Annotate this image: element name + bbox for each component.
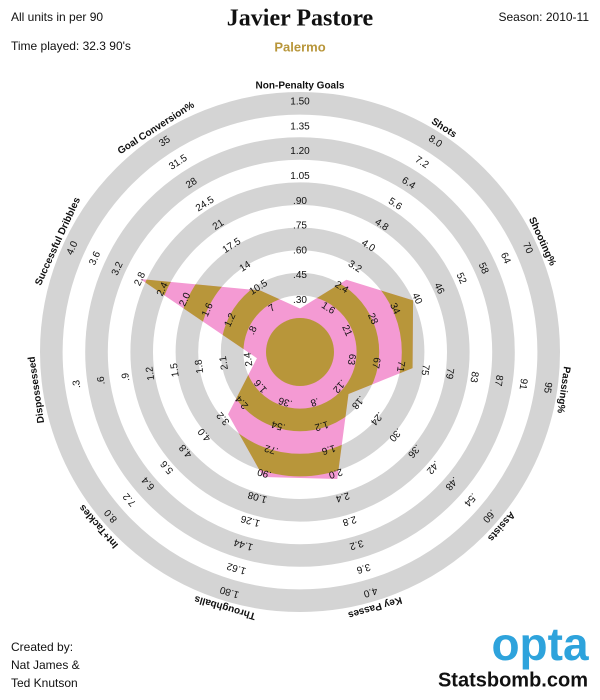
tick-label: 2.0 <box>178 291 194 309</box>
tick-label: .30 <box>293 295 307 306</box>
credit: Created by: <box>11 640 73 654</box>
tick-label: 46 <box>431 281 446 296</box>
tick-label: 31.5 <box>167 153 190 173</box>
tick-label: 2.4 <box>155 280 171 298</box>
tick-label: 1.2 <box>313 418 330 433</box>
tick-label: .36 <box>277 394 294 409</box>
tick-label: 1.2 <box>223 311 239 329</box>
tick-label: 1.2 <box>144 365 157 381</box>
tick-label: 3.6 <box>355 561 372 576</box>
tick-label: 79 <box>443 367 456 380</box>
tick-label: .9 <box>120 372 132 382</box>
tick-label: 1.8 <box>193 358 206 374</box>
tick-label: 52 <box>454 271 469 286</box>
tick-label: 7 <box>267 302 278 314</box>
radar-area <box>140 279 414 479</box>
tick-label: 1.05 <box>290 171 310 182</box>
tick-label: 3.2 <box>110 260 126 278</box>
tick-label: .8 <box>309 395 321 408</box>
tick-label: 71 <box>394 360 407 373</box>
tick-label: 1.20 <box>290 146 310 157</box>
tick-label: 34 <box>387 301 402 316</box>
ring <box>40 92 560 612</box>
tick-label: 4.0 <box>362 585 379 600</box>
tick-label: 58 <box>476 261 491 276</box>
tick-label: 87 <box>492 374 505 387</box>
tick-label: 2.4 <box>334 489 351 504</box>
tick-label: .6 <box>96 375 108 385</box>
tick-label: 2.4 <box>242 351 255 367</box>
tick-label: 2.1 <box>218 355 231 371</box>
ring <box>266 318 334 386</box>
tick-label: 95 <box>541 381 554 394</box>
brand-logo: opta <box>491 618 589 670</box>
time-played: Time played: 32.3 90's <box>11 39 131 53</box>
tick-label: 21 <box>339 323 354 338</box>
tick-label: .90 <box>293 196 307 207</box>
tick-label: 2.8 <box>132 270 148 288</box>
tick-label: 67 <box>369 357 382 370</box>
tick-label: 1.80 <box>218 584 240 600</box>
tick-label: 1.44 <box>232 536 254 552</box>
tick-label: 28 <box>365 312 380 327</box>
chart-title: Javier Pastore <box>227 6 374 32</box>
tick-label: 4.0 <box>65 239 81 257</box>
units-note: All units in per 90 <box>11 10 103 24</box>
site: Statsbomb.com <box>438 669 588 691</box>
tick-label: .60 <box>293 245 307 256</box>
ring <box>85 137 515 567</box>
tick-label: 83 <box>467 371 480 384</box>
credit: Nat James & <box>11 658 80 672</box>
tick-label: .75 <box>293 221 307 232</box>
tick-label: 1.26 <box>239 512 261 528</box>
tick-label: .54 <box>461 491 479 509</box>
tick-label: 63 <box>345 353 358 366</box>
tick-label: 3.2 <box>348 537 365 552</box>
season: Season: 2010-11 <box>498 10 589 24</box>
tick-label: 1.35 <box>290 121 310 132</box>
tick-label: 1.62 <box>225 560 247 576</box>
tick-label: 1.6 <box>320 442 337 457</box>
ring <box>130 182 470 522</box>
tick-label: 1.50 <box>290 97 310 108</box>
tick-label: 3.6 <box>87 249 103 267</box>
tick-label: 1.5 <box>169 362 182 378</box>
credit: Ted Knutson <box>11 676 78 690</box>
tick-label: 40 <box>409 291 424 306</box>
tick-label: 1.08 <box>246 489 268 505</box>
tick-label: 1.6 <box>200 301 216 319</box>
tick-label: .3 <box>71 379 83 389</box>
tick-label: 7.2 <box>413 154 431 171</box>
chart-subtitle: Palermo <box>274 39 325 54</box>
tick-label: .54 <box>270 418 287 433</box>
tick-label: .90 <box>256 466 273 481</box>
tick-label: 7.2 <box>121 490 139 508</box>
tick-label: 70 <box>520 241 535 256</box>
tick-label: .45 <box>293 270 307 281</box>
tick-label: 2.8 <box>341 513 358 528</box>
tick-label: 64 <box>498 251 513 266</box>
tick-label: .72 <box>263 442 280 457</box>
tick-label: 75 <box>418 364 431 377</box>
tick-label: 2.0 <box>327 466 344 481</box>
axis-label: Non-Penalty Goals <box>256 81 345 92</box>
tick-label: 91 <box>516 378 529 391</box>
